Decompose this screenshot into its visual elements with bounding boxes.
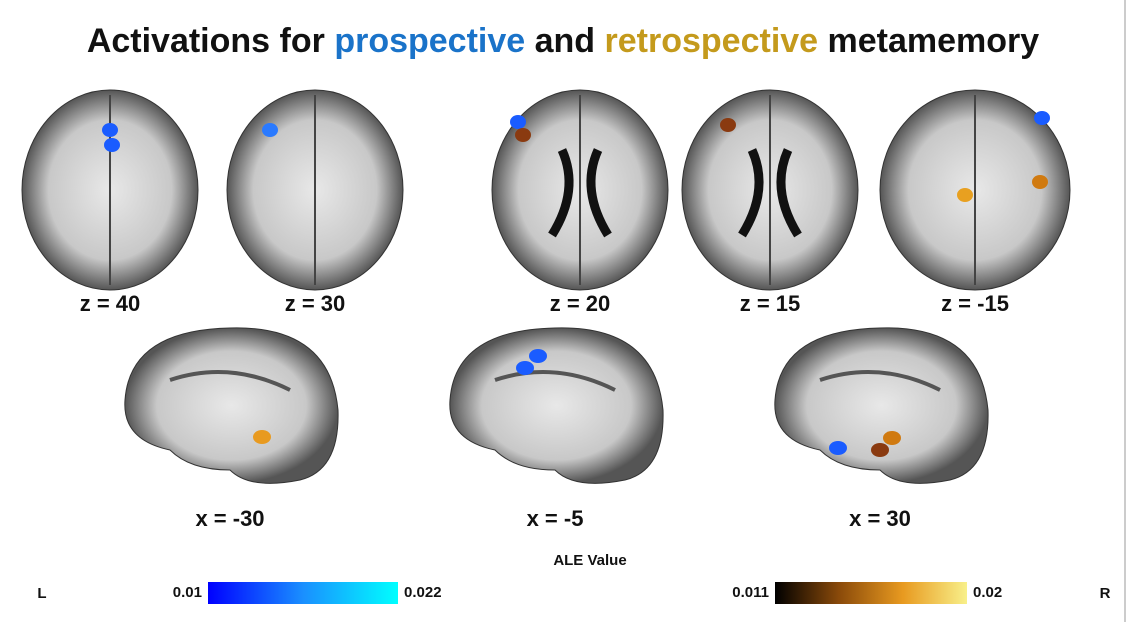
colorbar (775, 582, 967, 604)
activation (871, 443, 889, 457)
colorbar-tick: 0.022 (404, 584, 442, 601)
slice-label: z = 20 (550, 291, 611, 316)
activation (515, 128, 531, 142)
activation (529, 349, 547, 363)
slice-label: z = 30 (285, 291, 346, 316)
activation (102, 123, 118, 137)
activation (516, 361, 534, 375)
activation (883, 431, 901, 445)
colorbar-title: ALE Value (553, 552, 626, 569)
activation (829, 441, 847, 455)
side-label: L (37, 585, 46, 602)
colorbar-tick: 0.011 (732, 584, 769, 601)
activation (1034, 111, 1050, 125)
colorbar-tick: 0.02 (973, 584, 1002, 601)
activation (1032, 175, 1048, 189)
brain-panels: z = 40 z = 30 z = 20 z = 15 z = -15 x = -30 x … (0, 0, 1126, 622)
slice-label: x = 30 (849, 506, 911, 531)
colorbar-tick: 0.01 (173, 584, 202, 601)
slice-label: z = 15 (740, 291, 801, 316)
slice-label: z = 40 (80, 291, 141, 316)
slice-label: z = -15 (941, 291, 1009, 316)
sagittal-brain (450, 328, 663, 483)
activation (253, 430, 271, 444)
figure: Activations for prospective and retrospe… (0, 0, 1126, 622)
sagittal-brain (775, 328, 988, 483)
sagittal-brain (125, 328, 338, 483)
activation (262, 123, 278, 137)
activation (720, 118, 736, 132)
activation (510, 115, 526, 129)
activation (957, 188, 973, 202)
side-label: R (1100, 585, 1111, 602)
slice-label: x = -5 (527, 506, 584, 531)
colorbar (208, 582, 398, 604)
slice-label: x = -30 (195, 506, 264, 531)
activation (104, 138, 120, 152)
